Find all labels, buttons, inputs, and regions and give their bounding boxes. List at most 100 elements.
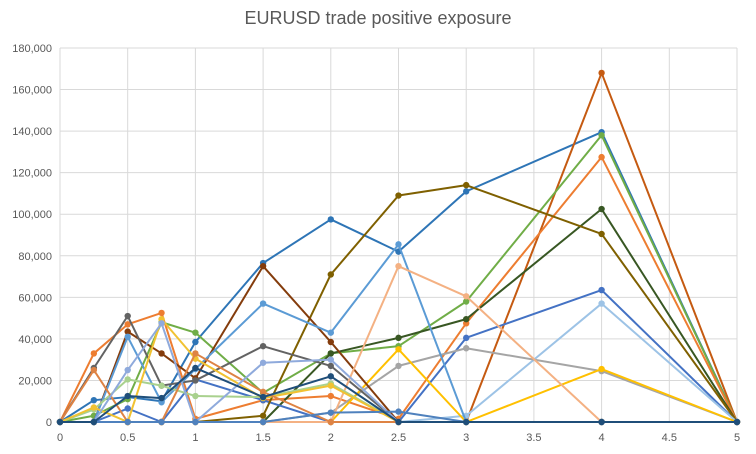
x-tick-label: 3.5	[526, 432, 541, 444]
data-point	[259, 359, 267, 366]
data-point	[598, 230, 605, 238]
data-point	[158, 418, 165, 426]
data-point	[259, 393, 267, 401]
data-point	[90, 418, 98, 426]
x-tick-label: 3	[463, 432, 469, 444]
data-point	[124, 405, 131, 412]
y-tick-label: 40,000	[18, 334, 52, 346]
y-tick-labels: 0 20,000 40,000 60,000 80,000 100,000 120,000 1…	[12, 43, 52, 429]
data-point	[463, 418, 470, 426]
data-point	[158, 350, 165, 357]
data-point	[327, 409, 334, 416]
x-tick-labels: 0 0.5 1 1.5 2 2.5 3 3.5 4 4.5 5	[57, 432, 740, 444]
data-point	[327, 338, 334, 346]
data-point	[124, 312, 131, 320]
data-point	[327, 362, 334, 370]
data-point	[395, 262, 402, 270]
data-point	[463, 293, 470, 300]
data-point	[327, 356, 334, 363]
data-point	[124, 333, 131, 341]
data-point	[192, 350, 199, 357]
data-point	[327, 382, 334, 389]
data-point	[598, 418, 605, 426]
data-point	[463, 334, 470, 342]
data-point	[327, 373, 334, 380]
data-point	[259, 412, 267, 419]
x-tick-label: 1	[192, 432, 198, 444]
data-point	[598, 300, 605, 307]
data-point	[124, 328, 131, 335]
x-tick-label: 0	[57, 432, 63, 444]
y-tick-label: 140,000	[12, 126, 52, 138]
data-point	[395, 418, 402, 426]
y-tick-label: 20,000	[18, 375, 52, 387]
data-point	[598, 286, 605, 294]
series-20	[56, 364, 741, 426]
y-tick-label: 160,000	[12, 85, 52, 97]
data-point	[56, 418, 64, 426]
data-point	[192, 338, 199, 346]
x-tick-label: 4	[599, 432, 605, 444]
chart-title: EURUSD trade positive exposure	[244, 8, 512, 28]
data-point	[463, 345, 470, 352]
data-point	[158, 309, 165, 317]
data-point	[158, 394, 165, 402]
y-tick-label: 100,000	[12, 209, 52, 221]
data-point	[158, 320, 165, 327]
data-point	[192, 329, 199, 336]
y-tick-label: 120,000	[12, 168, 52, 180]
data-point	[327, 329, 334, 336]
x-tick-label: 5	[734, 432, 740, 444]
data-point	[259, 388, 267, 396]
data-point	[192, 418, 199, 426]
y-tick-label: 0	[46, 417, 52, 429]
data-point	[158, 382, 165, 389]
gridlines	[59, 47, 738, 423]
y-tick-label: 60,000	[18, 292, 52, 304]
data-point	[90, 396, 98, 404]
data-point	[259, 342, 267, 350]
data-point	[598, 132, 605, 139]
data-point	[124, 366, 131, 374]
data-point	[124, 376, 131, 383]
data-point	[463, 315, 470, 323]
y-tick-label: 80,000	[18, 251, 52, 263]
data-point	[598, 205, 605, 213]
data-point	[598, 69, 605, 77]
data-point	[463, 298, 470, 305]
data-point	[463, 188, 470, 195]
data-point	[259, 300, 267, 307]
data-point	[90, 366, 98, 374]
data-point	[733, 418, 741, 426]
x-tick-label: 1.5	[255, 432, 270, 444]
data-point	[395, 334, 402, 342]
data-point	[192, 364, 199, 372]
data-point	[463, 181, 470, 189]
data-point	[327, 418, 334, 426]
data-point	[395, 408, 402, 415]
data-point	[259, 418, 267, 426]
data-point	[327, 216, 334, 223]
data-point	[327, 271, 334, 278]
x-tick-label: 2	[328, 432, 334, 444]
data-point	[124, 392, 131, 400]
data-point	[395, 241, 402, 248]
data-point	[598, 153, 605, 161]
data-point	[124, 418, 131, 426]
x-tick-label: 0.5	[120, 432, 135, 444]
data-point	[192, 377, 199, 384]
data-point	[259, 262, 267, 270]
data-point	[395, 346, 402, 353]
data-point	[192, 392, 199, 400]
data-point	[90, 404, 98, 411]
x-tick-label: 2.5	[391, 432, 406, 444]
x-tick-label: 4.5	[662, 432, 677, 444]
data-point	[598, 365, 605, 373]
data-point	[327, 350, 334, 357]
data-point	[395, 362, 402, 370]
data-point	[395, 192, 402, 199]
data-point	[327, 392, 334, 400]
data-point	[90, 350, 98, 357]
